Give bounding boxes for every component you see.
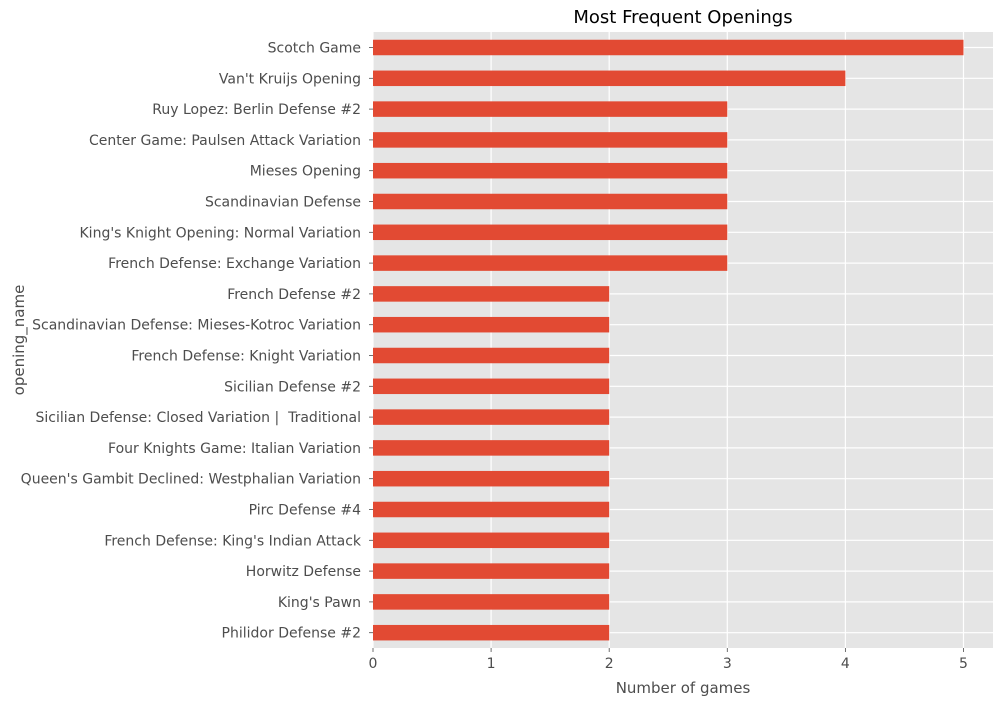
bar xyxy=(373,286,610,302)
y-tick-labels: Scotch Game Van't Kruijs Opening Ruy Lopez… xyxy=(21,41,373,642)
y-tick-label: Philidor Defense #2 xyxy=(222,626,361,642)
y-tick-label: Four Knights Game: Italian Variation xyxy=(108,441,361,457)
y-tick-label: Mieses Opening xyxy=(250,164,361,180)
y-tick-label: Sicilian Defense: Closed Variation | Tra… xyxy=(36,410,361,426)
y-tick-label: Horwitz Defense xyxy=(246,564,361,580)
bar xyxy=(373,39,964,56)
y-tick-label: Pirc Defense #4 xyxy=(249,503,362,519)
x-axis-label: Number of games xyxy=(616,679,751,697)
y-tick-label: Scandinavian Defense: Mieses-Kotroc Vari… xyxy=(32,318,361,334)
y-tick-label: Sicilian Defense #2 xyxy=(224,379,361,395)
bar xyxy=(373,132,728,148)
y-tick-label: Scandinavian Defense xyxy=(205,195,361,211)
x-tick-label: 4 xyxy=(841,656,850,672)
bar xyxy=(373,162,728,179)
y-tick-label: Van't Kruijs Opening xyxy=(219,71,361,87)
bar xyxy=(373,255,728,271)
bar xyxy=(373,378,610,395)
y-tick-label: Ruy Lopez: Berlin Defense #2 xyxy=(152,102,361,118)
bar xyxy=(373,101,728,117)
y-tick-label: King's Knight Opening: Normal Variation xyxy=(80,225,362,241)
y-tick-label: Center Game: Paulsen Attack Variation xyxy=(89,133,361,149)
y-tick-label: Scotch Game xyxy=(268,41,361,57)
bar xyxy=(373,563,610,579)
x-tick-label: 5 xyxy=(959,656,968,672)
y-tick-label: French Defense #2 xyxy=(227,287,361,303)
y-tick-label: Queen's Gambit Declined: Westphalian Var… xyxy=(21,472,361,488)
bar xyxy=(373,347,610,364)
x-tick-label: 3 xyxy=(723,656,732,672)
bar xyxy=(373,501,610,518)
y-tick-label: French Defense: Knight Variation xyxy=(131,349,361,365)
chart-title: Most Frequent Openings xyxy=(573,7,792,28)
bar xyxy=(373,193,728,210)
bar xyxy=(373,316,610,333)
bar xyxy=(373,624,610,641)
bar xyxy=(373,409,610,425)
bar xyxy=(373,532,610,549)
y-tick-label: French Defense: Exchange Variation xyxy=(108,256,361,272)
bar xyxy=(373,224,728,241)
x-tick-label: 0 xyxy=(369,656,378,672)
x-tick-labels: 0 1 2 3 4 5 xyxy=(369,648,968,672)
plot-background xyxy=(373,32,993,648)
bar xyxy=(373,70,846,87)
y-tick-label: King's Pawn xyxy=(278,595,361,611)
x-tick-label: 1 xyxy=(487,656,496,672)
y-tick-label: French Defense: King's Indian Attack xyxy=(104,533,362,549)
x-tick-label: 2 xyxy=(605,656,614,672)
y-axis-label: opening_name xyxy=(10,285,29,396)
bar xyxy=(373,470,610,487)
bar xyxy=(373,440,610,456)
bar-layer xyxy=(373,39,964,641)
bar xyxy=(373,594,610,610)
